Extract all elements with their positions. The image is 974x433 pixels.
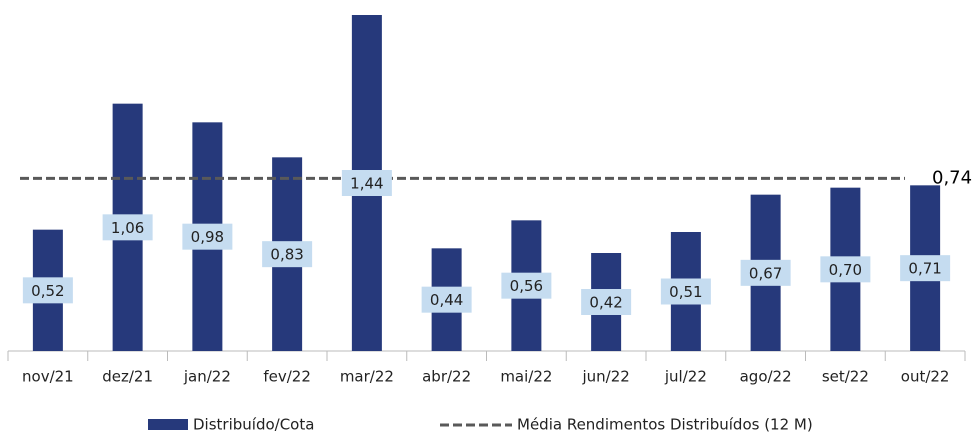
value-label: 1,44 bbox=[350, 175, 383, 193]
x-tick-label: jan/22 bbox=[183, 368, 231, 386]
legend-swatch bbox=[148, 419, 188, 430]
value-label: 0,56 bbox=[510, 277, 543, 295]
value-label: 0,52 bbox=[31, 282, 64, 300]
value-label-box bbox=[581, 289, 632, 315]
value-label-box bbox=[341, 170, 392, 196]
value-label: 0,51 bbox=[669, 283, 702, 301]
legend-label: Média Rendimentos Distribuídos (12 M) bbox=[517, 416, 813, 433]
x-tick-label: dez/21 bbox=[102, 368, 153, 386]
value-label-box bbox=[22, 277, 73, 304]
x-tick-label: jul/22 bbox=[664, 368, 707, 386]
value-label: 0,98 bbox=[191, 228, 224, 246]
x-tick-label: mar/22 bbox=[340, 368, 394, 386]
value-label-box bbox=[820, 256, 871, 283]
value-label: 0,71 bbox=[908, 260, 941, 278]
value-label: 0,67 bbox=[749, 264, 782, 282]
x-tick-label: fev/22 bbox=[263, 368, 311, 386]
value-label-box bbox=[262, 241, 313, 268]
legend-label: Distribuído/Cota bbox=[193, 416, 314, 433]
x-tick-label: out/22 bbox=[901, 368, 950, 386]
value-label-box bbox=[900, 255, 951, 282]
value-label-box bbox=[740, 259, 791, 286]
value-label: 0,44 bbox=[430, 291, 463, 309]
x-tick-label: mai/22 bbox=[500, 368, 552, 386]
value-label: 0,83 bbox=[270, 246, 303, 264]
value-label: 0,42 bbox=[589, 294, 622, 312]
x-tick-label: set/22 bbox=[822, 368, 869, 386]
x-tick-label: abr/22 bbox=[422, 368, 471, 386]
average-label: 0,74 bbox=[932, 167, 972, 188]
x-tick-label: jun/22 bbox=[581, 368, 629, 386]
x-tick-label: nov/21 bbox=[22, 368, 74, 386]
value-label-box bbox=[421, 286, 472, 313]
value-label-box bbox=[660, 278, 711, 305]
value-label-box bbox=[182, 223, 233, 250]
value-label: 0,70 bbox=[829, 261, 862, 279]
x-tick-label: ago/22 bbox=[740, 368, 792, 386]
value-label: 1,06 bbox=[111, 219, 144, 237]
value-label-box bbox=[102, 214, 153, 241]
value-label-box bbox=[501, 272, 552, 299]
legend: Distribuído/Cota Média Rendimentos Distr… bbox=[148, 416, 813, 433]
